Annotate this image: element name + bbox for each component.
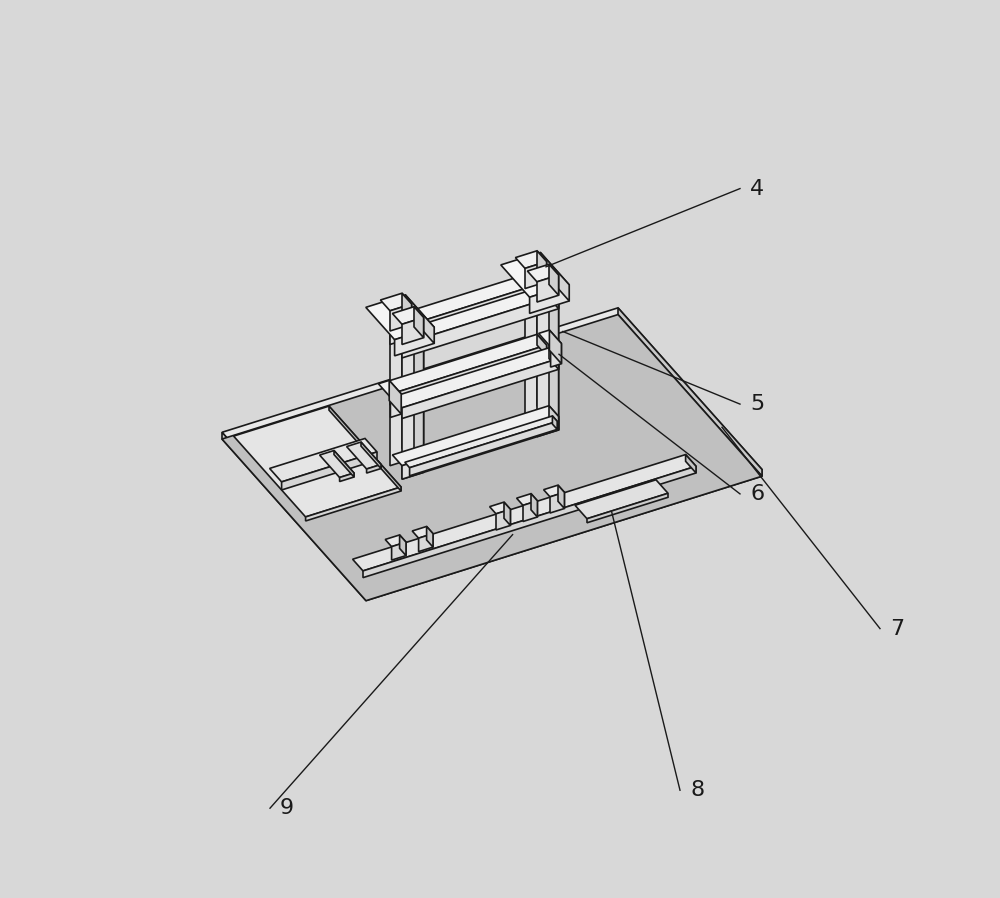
Polygon shape: [390, 304, 412, 331]
Polygon shape: [575, 480, 668, 519]
Polygon shape: [686, 454, 696, 473]
Polygon shape: [389, 381, 401, 414]
Polygon shape: [496, 509, 510, 530]
Polygon shape: [551, 344, 561, 367]
Polygon shape: [395, 327, 434, 356]
Polygon shape: [392, 542, 406, 560]
Polygon shape: [550, 492, 564, 513]
Polygon shape: [537, 271, 547, 295]
Polygon shape: [525, 261, 547, 288]
Polygon shape: [347, 442, 381, 469]
Polygon shape: [392, 321, 424, 338]
Polygon shape: [392, 406, 559, 466]
Polygon shape: [523, 501, 537, 522]
Polygon shape: [537, 275, 559, 302]
Polygon shape: [390, 282, 547, 345]
Polygon shape: [410, 421, 557, 476]
Polygon shape: [390, 318, 412, 466]
Text: 9: 9: [280, 798, 294, 818]
Polygon shape: [402, 417, 559, 480]
Polygon shape: [306, 487, 401, 521]
Polygon shape: [549, 264, 559, 295]
Polygon shape: [402, 358, 559, 418]
Polygon shape: [504, 502, 510, 525]
Polygon shape: [402, 294, 412, 324]
Polygon shape: [527, 264, 559, 282]
Polygon shape: [320, 451, 354, 478]
Polygon shape: [390, 394, 401, 418]
Polygon shape: [587, 493, 668, 523]
Polygon shape: [334, 451, 354, 477]
Polygon shape: [530, 285, 569, 313]
Polygon shape: [618, 308, 762, 476]
Polygon shape: [537, 251, 547, 282]
Polygon shape: [552, 416, 557, 429]
Polygon shape: [380, 334, 547, 394]
Polygon shape: [363, 466, 696, 577]
Polygon shape: [366, 295, 434, 339]
Polygon shape: [414, 321, 424, 472]
Polygon shape: [378, 381, 401, 397]
Polygon shape: [392, 348, 559, 408]
Polygon shape: [531, 494, 537, 517]
Polygon shape: [380, 307, 412, 324]
Polygon shape: [517, 494, 537, 506]
Polygon shape: [537, 288, 559, 436]
Text: 4: 4: [750, 179, 764, 198]
Polygon shape: [490, 502, 510, 514]
Polygon shape: [515, 264, 547, 282]
Polygon shape: [405, 416, 557, 468]
Polygon shape: [402, 331, 424, 480]
Polygon shape: [402, 318, 424, 345]
Polygon shape: [515, 251, 547, 269]
Polygon shape: [539, 330, 561, 347]
Polygon shape: [549, 285, 559, 309]
Polygon shape: [540, 252, 569, 301]
Text: 5: 5: [750, 394, 764, 414]
Text: 7: 7: [890, 619, 904, 638]
Polygon shape: [234, 406, 401, 517]
Polygon shape: [392, 307, 424, 324]
Polygon shape: [390, 345, 547, 405]
Polygon shape: [402, 295, 559, 358]
Polygon shape: [340, 473, 354, 481]
Polygon shape: [329, 406, 401, 491]
Polygon shape: [525, 275, 547, 423]
Polygon shape: [544, 485, 564, 497]
Polygon shape: [537, 264, 547, 417]
Polygon shape: [400, 535, 406, 556]
Polygon shape: [427, 526, 433, 547]
Polygon shape: [537, 334, 547, 356]
Polygon shape: [367, 464, 381, 473]
Polygon shape: [380, 294, 412, 311]
Polygon shape: [385, 535, 406, 547]
Polygon shape: [366, 470, 762, 601]
Polygon shape: [549, 330, 561, 364]
Polygon shape: [353, 454, 696, 571]
Polygon shape: [392, 285, 559, 345]
Polygon shape: [270, 438, 377, 482]
Polygon shape: [549, 348, 559, 369]
Polygon shape: [414, 307, 424, 338]
Polygon shape: [361, 442, 381, 469]
Text: 6: 6: [750, 484, 764, 504]
Polygon shape: [222, 308, 762, 594]
Text: 8: 8: [690, 780, 704, 800]
Polygon shape: [549, 406, 559, 430]
Polygon shape: [527, 277, 559, 295]
Polygon shape: [380, 271, 547, 331]
Polygon shape: [402, 307, 412, 459]
Polygon shape: [501, 252, 569, 297]
Polygon shape: [419, 533, 433, 551]
Polygon shape: [222, 432, 366, 601]
Polygon shape: [282, 452, 377, 490]
Polygon shape: [558, 485, 564, 508]
Polygon shape: [549, 277, 559, 430]
Polygon shape: [405, 295, 434, 343]
Polygon shape: [222, 314, 762, 601]
Polygon shape: [412, 526, 433, 538]
